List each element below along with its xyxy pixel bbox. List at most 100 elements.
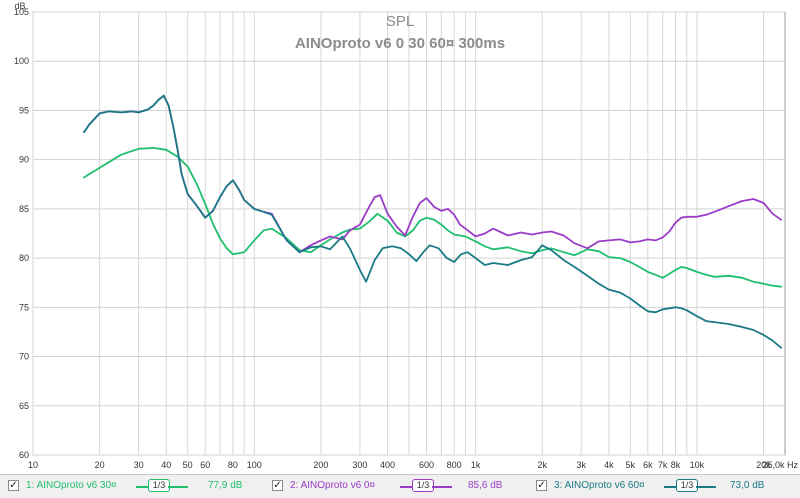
data-point	[341, 235, 343, 238]
legend-swatch-3b	[696, 486, 716, 488]
data-point	[680, 307, 682, 309]
data-point	[772, 285, 774, 287]
data-point	[492, 262, 494, 264]
data-point	[181, 173, 183, 175]
data-point	[662, 308, 664, 310]
data-point	[433, 206, 435, 208]
legend-item-3: ✓ 3: AINOproto v6 60¤ 1/3 73,0 dB	[536, 479, 796, 494]
data-point	[298, 249, 301, 251]
x-tick-label: 10	[28, 460, 38, 470]
x-tick-label: 20k	[756, 460, 771, 470]
data-point	[654, 311, 657, 313]
legend-swatch-2b	[432, 486, 452, 488]
data-point	[382, 247, 384, 249]
data-point	[365, 281, 367, 283]
data-point	[686, 267, 688, 269]
x-tick-label: 1k	[471, 460, 481, 470]
y-tick-label: 95	[19, 105, 29, 115]
data-point	[598, 240, 600, 242]
data-point	[705, 320, 707, 322]
data-point	[484, 264, 486, 266]
data-point	[196, 183, 198, 185]
x-tick-label: 8k	[671, 460, 681, 470]
data-point	[422, 251, 424, 253]
data-point	[563, 251, 565, 253]
data-point	[662, 236, 664, 238]
data-point	[507, 234, 509, 237]
data-point	[243, 199, 245, 201]
data-point	[752, 329, 755, 331]
data-point	[541, 249, 543, 251]
data-point	[204, 203, 206, 205]
data-point	[763, 202, 765, 204]
x-tick-label: 7k	[658, 460, 668, 470]
axes: 60 65 70 75 80 85 90 95 100 105 10 20 30 40 50 60 80 100 2…	[14, 7, 799, 470]
legend-smoothing-3[interactable]: 1/3	[676, 479, 698, 492]
data-point	[425, 217, 428, 219]
series-3	[83, 94, 782, 349]
data-point	[419, 202, 421, 204]
data-point	[212, 223, 214, 225]
spl-chart: 60 65 70 75 80 85 90 95 100 105 10 20 30 40 50 60 80 100 2…	[14, 1, 799, 470]
data-point	[120, 111, 122, 113]
data-point	[574, 254, 576, 256]
x-tick-label: 3k	[576, 460, 586, 470]
data-point	[668, 273, 670, 275]
series-line-1	[83, 146, 782, 288]
data-point	[598, 283, 600, 285]
data-point	[638, 266, 641, 268]
data-point	[187, 166, 189, 168]
legend-name-1: 1: AINOproto v6 30¤	[26, 480, 117, 491]
data-point	[412, 229, 414, 232]
data-point	[686, 216, 688, 218]
x-tick-label: 80	[228, 460, 238, 470]
legend-smoothing-1[interactable]: 1/3	[148, 479, 170, 492]
x-tick-label: 400	[380, 460, 395, 470]
data-point	[629, 261, 631, 263]
data-point	[131, 110, 133, 112]
data-point	[752, 281, 755, 283]
data-point	[507, 264, 509, 266]
data-point	[492, 228, 494, 230]
data-point	[728, 275, 730, 277]
data-point	[550, 230, 553, 233]
x-tick-label: 5k	[626, 460, 636, 470]
data-point	[619, 238, 621, 240]
legend-checkbox-3[interactable]: ✓	[536, 480, 547, 491]
legend-name-3: 3: AINOproto v6 60¤	[554, 480, 645, 491]
data-point	[404, 234, 406, 237]
legend-checkbox-1[interactable]: ✓	[8, 480, 19, 491]
legend-name-2: 2: AINOproto v6 0¤	[290, 480, 376, 491]
data-point	[654, 239, 657, 241]
y-tick-label: 75	[19, 302, 29, 312]
x-tick-label: 10k	[690, 460, 705, 470]
data-point	[138, 148, 140, 150]
data-point	[741, 200, 743, 202]
data-point	[484, 245, 486, 247]
data-point	[453, 233, 455, 236]
data-point	[329, 248, 331, 250]
data-point	[438, 247, 440, 249]
data-point	[341, 238, 343, 240]
data-point	[763, 334, 765, 336]
legend-smoothing-2[interactable]: 1/3	[412, 479, 434, 492]
data-point	[310, 244, 312, 246]
data-point	[654, 274, 657, 276]
legend-swatch-1	[136, 486, 156, 488]
data-point	[647, 271, 649, 273]
data-point	[507, 246, 509, 248]
data-point	[368, 206, 370, 208]
data-point	[541, 244, 543, 246]
data-point	[391, 245, 393, 247]
data-point	[396, 231, 398, 234]
legend-checkbox-2[interactable]: ✓	[272, 480, 283, 491]
data-point	[668, 307, 670, 309]
grid	[32, 11, 786, 456]
data-point	[705, 214, 707, 216]
data-point	[88, 123, 91, 125]
data-point	[619, 292, 621, 294]
data-point	[780, 219, 782, 221]
y-tick-label: 90	[19, 155, 29, 165]
data-point	[172, 125, 174, 127]
data-point	[429, 244, 431, 246]
